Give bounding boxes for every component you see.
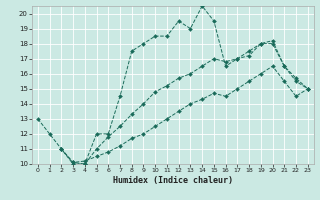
X-axis label: Humidex (Indice chaleur): Humidex (Indice chaleur) xyxy=(113,176,233,185)
